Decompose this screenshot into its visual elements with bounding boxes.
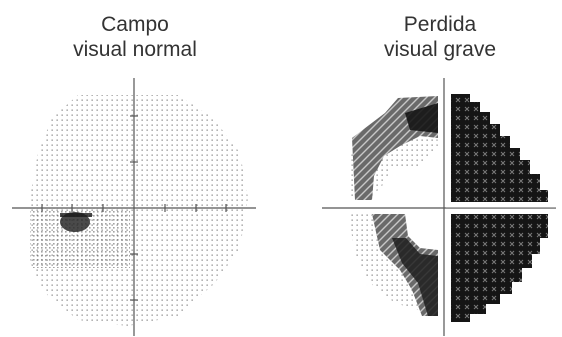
- severe-loss-visual-field-plot: [322, 78, 556, 336]
- dense-loss-upper-left: [405, 103, 438, 133]
- right-title-line2: visual grave: [383, 38, 497, 61]
- normal-visual-field-plot: [12, 78, 256, 336]
- left-panel-title: Campo visual normal: [30, 12, 240, 62]
- left-title-line2: visual normal: [73, 38, 197, 61]
- axes: [12, 78, 256, 336]
- blind-spot-edge: [60, 213, 92, 217]
- left-title-line1: Campo: [101, 13, 169, 36]
- total-loss-lower-right: [451, 214, 548, 322]
- right-title-line1: Perdida: [403, 13, 477, 36]
- axis-ticks: [41, 115, 227, 301]
- total-loss-upper-right: [451, 94, 548, 202]
- dense-loss-lower-left: [392, 238, 438, 316]
- axes-right: [322, 78, 556, 336]
- right-panel-title: Perdida visual grave: [335, 12, 545, 62]
- residual-field-lower-left: [348, 213, 428, 313]
